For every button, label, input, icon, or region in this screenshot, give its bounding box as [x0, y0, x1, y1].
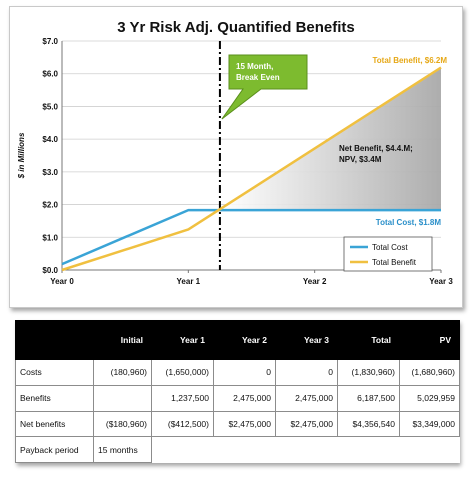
- total-benefit-annotation: Total Benefit, $6.2M: [372, 56, 447, 65]
- y-tick-label: $6.0: [42, 70, 58, 79]
- y-axis-ticks: $0.0 $1.0 $2.0 $3.0 $4.0 $5.0 $6.0 $7.0: [42, 37, 58, 275]
- x-axis-ticks: Year 0 Year 1 Year 2 Year 3: [50, 270, 453, 286]
- table-cell: 6,187,500: [337, 384, 400, 412]
- benefits-table-panel: Initial Year 1 Year 2 Year 3 Total PV Co…: [15, 320, 460, 463]
- header-cell-year-2: Year 2: [213, 320, 276, 360]
- callout-line-2: Break Even: [236, 73, 280, 82]
- table-cell: (1,680,960): [399, 359, 460, 386]
- y-tick-label: $3.0: [42, 168, 58, 177]
- table-cell: 1,237,500: [151, 384, 214, 412]
- series-total-benefit-line: [61, 66, 442, 272]
- table-row-costs: Costs (180,960) (1,650,000) 0 0 (1,830,9…: [15, 359, 460, 386]
- callout-bubble: [221, 54, 308, 120]
- row-label: Net benefits: [15, 410, 94, 438]
- y-axis-label: $ in Millions: [17, 132, 26, 179]
- benefits-table: Initial Year 1 Year 2 Year 3 Total PV Co…: [15, 320, 460, 463]
- table-cell: [93, 384, 152, 412]
- y-tick-label: $4.0: [42, 135, 58, 144]
- y-tick-label: $5.0: [42, 102, 58, 111]
- empty-cell: [151, 436, 460, 463]
- table-cell: ($412,500): [151, 410, 214, 438]
- callout-line-1: 15 Month,: [236, 62, 273, 71]
- table-cell: $4,356,540: [337, 410, 400, 438]
- table-cell: 5,029,959: [399, 384, 460, 412]
- table-cell: 2,475,000: [275, 384, 338, 412]
- table-row-payback: Payback period 15 months: [15, 436, 460, 463]
- table-row-net-benefits: Net benefits ($180,960) ($412,500) $2,47…: [15, 410, 460, 438]
- y-tick-label: $7.0: [42, 37, 58, 46]
- table-cell: (1,650,000): [151, 359, 214, 386]
- total-cost-annotation: Total Cost, $1.8M: [376, 218, 442, 227]
- y-tick-label: $0.0: [42, 266, 58, 275]
- legend-label-total-cost: Total Cost: [372, 243, 408, 252]
- series-total-cost-line: [61, 208, 441, 266]
- table-cell: 2,475,000: [213, 384, 276, 412]
- series-lines: [61, 66, 442, 272]
- payback-value: 15 months: [93, 436, 152, 463]
- x-tick-label: Year 0: [50, 277, 74, 286]
- net-benefit-annotation: Net Benefit, $4.4.M;: [339, 144, 413, 153]
- npv-annotation: NPV, $3.4M: [339, 155, 382, 164]
- table-cell: $2,475,000: [275, 410, 338, 438]
- benefits-chart: 3 Yr Risk Adj. Quantified Benefits $0.0$…: [17, 19, 453, 286]
- header-cell-initial: Initial: [93, 320, 152, 360]
- table-header-row: Initial Year 1 Year 2 Year 3 Total PV: [15, 320, 460, 360]
- table-cell: $3,349,000: [399, 410, 460, 438]
- header-cell-year-1: Year 1: [151, 320, 214, 360]
- table-cell: 0: [213, 359, 276, 386]
- legend: Total Cost Total Benefit: [343, 236, 433, 272]
- table-cell: (180,960): [93, 359, 152, 386]
- chart-title: 3 Yr Risk Adj. Quantified Benefits: [117, 19, 355, 36]
- table-cell: (1,830,960): [337, 359, 400, 386]
- row-label: Payback period: [15, 436, 94, 463]
- header-cell-total: Total: [337, 320, 400, 360]
- table-row-benefits: Benefits 1,237,500 2,475,000 2,475,000 6…: [15, 384, 460, 412]
- table-cell: $2,475,000: [213, 410, 276, 438]
- header-cell-empty: [15, 320, 94, 360]
- x-tick-label: Year 1: [177, 277, 201, 286]
- row-label: Costs: [15, 359, 94, 386]
- break-even-callout: 15 Month, Break Even: [221, 54, 308, 120]
- x-tick-label: Year 2: [303, 277, 327, 286]
- legend-box: [343, 236, 433, 272]
- y-tick-label: $2.0: [42, 201, 58, 210]
- chart-panel: 3 Yr Risk Adj. Quantified Benefits $0.0 $…: [9, 6, 463, 308]
- table-cell: ($180,960): [93, 410, 152, 438]
- y-tick-label: $1.0: [42, 233, 58, 242]
- table-cell: 0: [275, 359, 338, 386]
- legend-label-total-benefit: Total Benefit: [372, 258, 417, 267]
- header-cell-year-3: Year 3: [275, 320, 338, 360]
- x-tick-label: Year 3: [429, 277, 453, 286]
- row-label: Benefits: [15, 384, 94, 412]
- header-cell-pv: PV: [399, 320, 460, 360]
